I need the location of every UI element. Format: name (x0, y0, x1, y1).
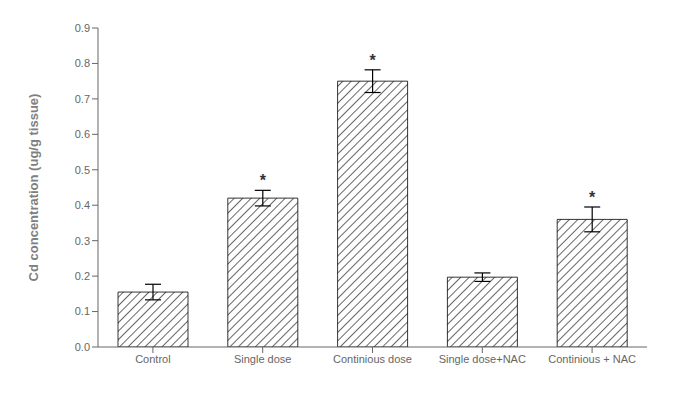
svg-text:Single dose+NAC: Single dose+NAC (439, 353, 526, 365)
svg-text:0.7: 0.7 (75, 93, 90, 105)
svg-text:*: * (260, 172, 267, 189)
svg-text:0.1: 0.1 (75, 305, 90, 317)
svg-text:*: * (589, 189, 596, 206)
svg-text:0.6: 0.6 (75, 128, 90, 140)
svg-text:0.3: 0.3 (75, 235, 90, 247)
svg-text:0.5: 0.5 (75, 164, 90, 176)
svg-text:0.4: 0.4 (75, 199, 90, 211)
svg-text:Cd concentration (ug/g tissue): Cd concentration (ug/g tissue) (26, 94, 41, 282)
svg-text:0.0: 0.0 (75, 341, 90, 353)
svg-text:Continious + NAC: Continious + NAC (548, 353, 636, 365)
svg-text:0.9: 0.9 (75, 22, 90, 34)
svg-text:0.8: 0.8 (75, 57, 90, 69)
svg-text:Single dose: Single dose (234, 353, 292, 365)
svg-text:*: * (369, 52, 376, 69)
svg-text:Continious dose: Continious dose (333, 353, 412, 365)
svg-text:Control: Control (135, 353, 170, 365)
svg-text:0.2: 0.2 (75, 270, 90, 282)
